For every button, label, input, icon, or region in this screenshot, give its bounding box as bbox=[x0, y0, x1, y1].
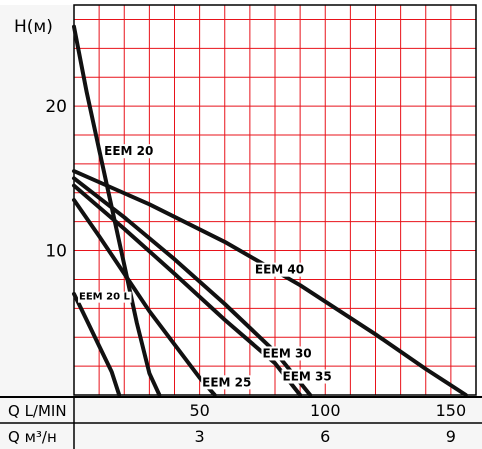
bottom-axis-band bbox=[0, 395, 482, 449]
curve-label: EEM 40 bbox=[255, 263, 304, 277]
curve-label-background bbox=[78, 291, 132, 303]
x-tick-m3h-9: 9 bbox=[446, 427, 456, 446]
x-tick-lpm-50: 50 bbox=[189, 401, 209, 420]
curve-eem-20-l bbox=[72, 291, 122, 397]
x-tick-lpm-150: 150 bbox=[436, 401, 467, 420]
curve-eem-20 bbox=[72, 24, 162, 397]
curve-label-background bbox=[261, 346, 313, 361]
curve-label: EEM 30 bbox=[262, 346, 311, 360]
curve-eem-40 bbox=[72, 169, 468, 397]
chart-grid bbox=[74, 5, 476, 395]
left-margin-band bbox=[0, 5, 74, 395]
y-tick-label-10: 10 bbox=[45, 242, 67, 262]
curve-label: EEM 25 bbox=[202, 375, 251, 389]
x-tick-lpm-100: 100 bbox=[310, 401, 341, 420]
curve-label: EEM 35 bbox=[283, 370, 332, 384]
curve-label: EEM 20 bbox=[104, 144, 153, 158]
curve-label-background bbox=[103, 144, 155, 159]
y-tick-label-20: 20 bbox=[45, 97, 67, 117]
curve-label-background bbox=[253, 262, 306, 277]
x-tick-m3h-3: 3 bbox=[195, 427, 205, 446]
curve-label: EEM 20 L bbox=[79, 292, 130, 303]
x-axis-label-m3h: Q м³/н bbox=[8, 428, 57, 446]
y-axis-label: H(м) bbox=[14, 17, 53, 37]
x-tick-m3h-6: 6 bbox=[320, 427, 330, 446]
curve-label-group: EEM 20 EEM 20 L EEM 25 EEM 30 EEM 35 EEM 40 bbox=[78, 144, 333, 390]
curve-label-background bbox=[201, 375, 253, 390]
curve-eem-25 bbox=[72, 198, 217, 397]
x-axis-label-lpm: Q L/MIN bbox=[8, 402, 67, 420]
curve-eem-30 bbox=[72, 183, 303, 397]
curve-label-background bbox=[281, 369, 333, 384]
